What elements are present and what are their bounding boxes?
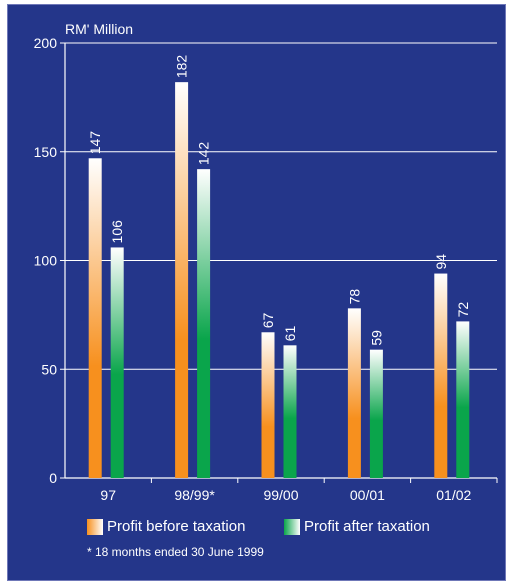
x-tick-label: 98/99* [174, 487, 215, 503]
bar-before-tax [261, 332, 275, 478]
x-axis-ticks: 97 98/99* 99/00 00/01 01/02 [100, 478, 498, 503]
data-label: 94 [433, 254, 449, 270]
bar-before-tax [175, 82, 189, 479]
y-tick-label: 100 [34, 253, 58, 269]
bar-after-tax [283, 345, 297, 478]
x-tick-label: 01/02 [436, 487, 471, 503]
legend-swatch-orange [87, 518, 103, 535]
bar-before-tax [88, 158, 102, 478]
data-label: 142 [196, 142, 212, 166]
y-axis-unit-label: RM' Million [65, 21, 133, 37]
data-label: 106 [109, 220, 125, 244]
data-label: 78 [346, 289, 362, 305]
bar-after-tax [456, 321, 470, 478]
legend-item-before-tax: Profit before taxation [87, 518, 245, 535]
x-tick-label: 00/01 [350, 487, 385, 503]
legend-swatch-green [284, 518, 300, 535]
y-tick-label: 200 [34, 35, 58, 51]
bar-after-tax [197, 169, 211, 478]
x-tick-label: 99/00 [263, 487, 298, 503]
y-tick-label: 50 [41, 361, 57, 377]
y-axis-ticks: 0 50 100 150 200 [34, 35, 65, 486]
legend-item-after-tax: Profit after taxation [284, 518, 430, 535]
bar-after-tax [110, 247, 124, 478]
bar-after-tax [369, 349, 383, 478]
legend-label-after-tax: Profit after taxation [304, 518, 430, 535]
data-labels: 147 106 182 142 67 61 78 59 94 72 [87, 55, 471, 346]
data-label: 147 [87, 131, 103, 155]
x-tick-label: 97 [100, 487, 116, 503]
data-label: 182 [174, 55, 190, 79]
data-label: 59 [368, 330, 384, 346]
data-label: 67 [260, 312, 276, 328]
y-tick-label: 0 [49, 470, 57, 486]
data-label: 61 [282, 326, 298, 342]
bar-chart: RM' Million 0 50 100 150 200 97 98/99* 99/00 00… [34, 21, 498, 503]
bars [88, 82, 470, 479]
bar-before-tax [347, 308, 361, 478]
y-tick-label: 150 [34, 144, 58, 160]
footnote: * 18 months ended 30 June 1999 [87, 545, 264, 559]
legend-label-before-tax: Profit before taxation [107, 518, 246, 535]
data-label: 72 [455, 302, 471, 318]
bar-before-tax [434, 273, 448, 478]
